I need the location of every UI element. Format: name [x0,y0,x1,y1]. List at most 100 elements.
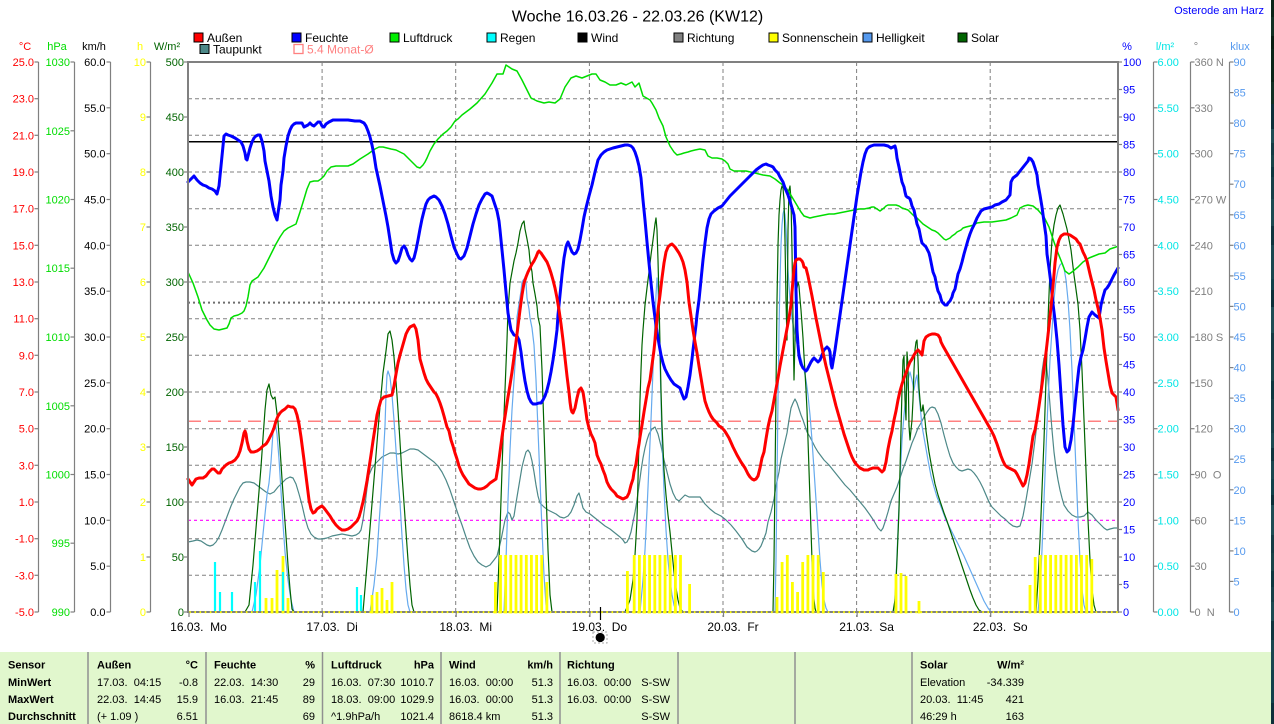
svg-text:95: 95 [1123,85,1135,97]
svg-text:21.0: 21.0 [13,130,34,142]
svg-text:0: 0 [140,607,146,619]
svg-text:70: 70 [1234,179,1246,191]
svg-text:65: 65 [1234,210,1246,222]
svg-text:hPa: hPa [47,41,67,53]
svg-text:2: 2 [140,497,146,509]
svg-text:Elevation: Elevation [920,677,965,689]
svg-text:400: 400 [166,167,184,179]
svg-text:Luftdruck: Luftdruck [331,660,383,672]
svg-text:60.0: 60.0 [84,57,105,69]
svg-text:Sensor: Sensor [8,660,46,672]
svg-text:15: 15 [1123,525,1135,537]
svg-text:Woche 16.03.26 - 22.03.26 (KW1: Woche 16.03.26 - 22.03.26 (KW12) [512,9,763,26]
svg-text:15.0: 15.0 [84,470,105,482]
svg-text:450: 450 [166,112,184,124]
svg-text:5: 5 [140,332,146,344]
svg-text:990: 990 [52,607,70,619]
svg-text:0.0: 0.0 [90,607,105,619]
svg-text:Sonnenschein: Sonnenschein [782,31,858,45]
svg-text:995: 995 [52,538,70,550]
svg-text:180 S: 180 S [1195,332,1224,344]
svg-text:3: 3 [140,442,146,454]
svg-text:25: 25 [1234,454,1246,466]
svg-text:45.0: 45.0 [84,195,105,207]
svg-text:45: 45 [1123,360,1135,372]
svg-text:30: 30 [1123,442,1135,454]
svg-text:300: 300 [1195,149,1213,161]
svg-text:51.3: 51.3 [532,677,553,689]
svg-text:163: 163 [1006,711,1024,723]
svg-text:2.00: 2.00 [1158,424,1179,436]
svg-text:46:29 h: 46:29 h [920,711,957,723]
svg-text:75: 75 [1123,195,1135,207]
svg-text:0 N: 0 N [1195,607,1215,619]
svg-text:5: 5 [1234,576,1240,588]
svg-text:10.0: 10.0 [84,515,105,527]
svg-text:51.3: 51.3 [532,711,553,723]
svg-text:-1.0: -1.0 [15,534,34,546]
svg-text:13.0: 13.0 [13,277,34,289]
svg-text:70: 70 [1123,222,1135,234]
svg-text:1005: 1005 [46,401,70,413]
svg-text:1029.9: 1029.9 [400,694,434,706]
svg-text:35: 35 [1123,415,1135,427]
svg-text:40: 40 [1123,387,1135,399]
svg-text:4.50: 4.50 [1158,195,1179,207]
svg-text:1.0: 1.0 [19,497,34,509]
svg-text:1021.4: 1021.4 [400,711,434,723]
svg-text:15: 15 [1234,515,1246,527]
svg-text:1000: 1000 [46,470,70,482]
svg-text:17.03. Di: 17.03. Di [306,620,357,634]
svg-text:16.03. 00:00: 16.03. 00:00 [449,694,513,706]
svg-text:20.0: 20.0 [84,424,105,436]
svg-text:20: 20 [1123,497,1135,509]
svg-text:16.03. 00:00: 16.03. 00:00 [567,677,631,689]
svg-text:15.0: 15.0 [13,240,34,252]
svg-text:90: 90 [1123,112,1135,124]
svg-text:2.50: 2.50 [1158,378,1179,390]
svg-text:6.51: 6.51 [177,711,198,723]
svg-text:6.00: 6.00 [1158,57,1179,69]
svg-text:60: 60 [1195,515,1207,527]
svg-text:20: 20 [1234,485,1246,497]
svg-text:S-SW: S-SW [641,711,670,723]
svg-text:210: 210 [1195,286,1213,298]
svg-text:240: 240 [1195,240,1213,252]
svg-text:7: 7 [140,222,146,234]
svg-text:270 W: 270 W [1195,195,1227,207]
svg-text:9.0: 9.0 [19,350,34,362]
svg-text:120: 120 [1195,424,1213,436]
svg-text:km/h: km/h [82,41,106,53]
svg-text:Wind: Wind [449,660,476,672]
svg-text:1.00: 1.00 [1158,515,1179,527]
svg-text:5: 5 [1123,580,1129,592]
svg-text:18.03. Mi: 18.03. Mi [439,620,492,634]
svg-text:0: 0 [178,607,184,619]
svg-text:-0.8: -0.8 [179,677,198,689]
svg-text:5.0: 5.0 [90,561,105,573]
svg-text:200: 200 [166,387,184,399]
svg-text:S-SW: S-SW [641,694,670,706]
svg-text:75: 75 [1234,149,1246,161]
svg-text:350: 350 [166,222,184,234]
svg-text:-34.339: -34.339 [987,677,1024,689]
svg-text:30.0: 30.0 [84,332,105,344]
svg-text:55.0: 55.0 [84,103,105,115]
svg-text:Richtung: Richtung [567,660,615,672]
svg-text:8: 8 [140,167,146,179]
svg-text:22.03. 14:30: 22.03. 14:30 [214,677,278,689]
svg-text:90 O: 90 O [1195,470,1222,482]
svg-text:18.03. 09:00: 18.03. 09:00 [331,694,395,706]
svg-text:421: 421 [1006,694,1024,706]
svg-text:55: 55 [1123,305,1135,317]
svg-text:22.03. 14:45: 22.03. 14:45 [97,694,161,706]
svg-text:0: 0 [1123,607,1129,619]
svg-text:hPa: hPa [414,660,435,672]
svg-text:500: 500 [166,57,184,69]
svg-text:-5.0: -5.0 [15,607,34,619]
svg-text:1030: 1030 [46,57,70,69]
svg-text:1025: 1025 [46,126,70,138]
svg-text:Solar: Solar [971,31,999,45]
svg-text:10: 10 [134,57,146,69]
svg-text:60: 60 [1123,277,1135,289]
